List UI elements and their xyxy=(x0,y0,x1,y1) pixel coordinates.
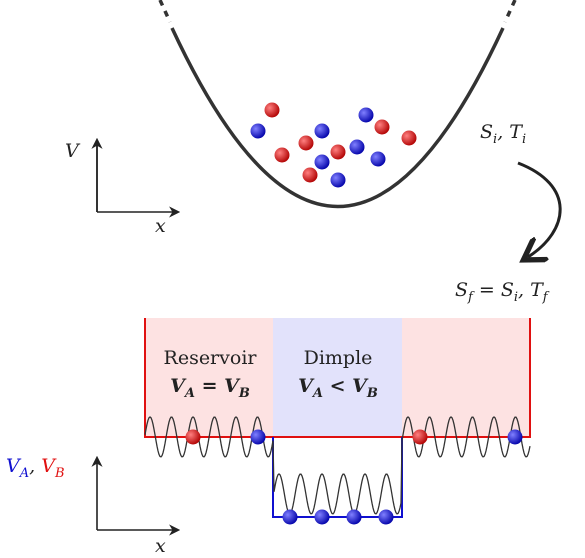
dimple-condition: VA < VB xyxy=(298,375,378,401)
t: i xyxy=(522,132,526,147)
atom xyxy=(282,509,298,525)
atom xyxy=(412,429,428,445)
atom xyxy=(250,123,266,139)
y-axis-label: VA, VB xyxy=(6,455,65,481)
t: , T xyxy=(518,279,544,301)
t: = S xyxy=(473,279,514,301)
atom xyxy=(374,119,390,135)
t: , T xyxy=(497,121,523,143)
t: V xyxy=(41,455,57,477)
harmonic-trap xyxy=(170,27,505,209)
dimple-region xyxy=(273,318,402,437)
t: A xyxy=(183,386,195,401)
atom xyxy=(250,429,266,445)
y-axis-label: V xyxy=(65,140,81,162)
atom xyxy=(507,429,523,445)
t: B xyxy=(54,466,65,481)
t: f xyxy=(542,290,550,305)
atom xyxy=(274,147,290,163)
t: B xyxy=(238,386,250,401)
atom xyxy=(401,130,417,146)
transition-arrow xyxy=(517,161,562,257)
x-axis-label: x xyxy=(155,535,166,557)
t: f xyxy=(467,290,475,305)
dimple-title: Dimple xyxy=(304,347,373,369)
atom xyxy=(358,107,374,123)
t: , xyxy=(29,455,41,477)
atom xyxy=(314,154,330,170)
atom xyxy=(302,167,318,183)
axes xyxy=(96,140,178,212)
atom-cloud xyxy=(250,102,417,188)
t: A xyxy=(311,386,323,401)
optical-lattice xyxy=(144,416,531,515)
trap-continuation xyxy=(158,0,517,23)
reservoir-condition: VA = VB xyxy=(170,375,250,401)
t: i xyxy=(514,290,518,305)
atom xyxy=(330,172,346,188)
final-state: Sf = Si, Tf xyxy=(455,279,550,305)
t: A xyxy=(19,466,29,481)
dimple-potential xyxy=(272,437,403,518)
t: B xyxy=(366,386,378,401)
atom xyxy=(330,144,346,160)
atom xyxy=(349,139,365,155)
t: = V xyxy=(195,375,241,397)
t: V xyxy=(298,375,315,397)
atom xyxy=(314,123,330,139)
atom xyxy=(264,102,280,118)
atom xyxy=(298,135,314,151)
t: S xyxy=(455,279,468,301)
atom xyxy=(370,151,386,167)
reservoir-title: Reservoir xyxy=(164,347,258,369)
atom xyxy=(378,509,394,525)
lattice-atoms xyxy=(185,429,523,525)
atom xyxy=(185,429,201,445)
t: i xyxy=(493,132,497,147)
t: S xyxy=(480,121,493,143)
t: < V xyxy=(323,375,369,397)
atom xyxy=(314,509,330,525)
atom xyxy=(346,509,362,525)
t: V xyxy=(170,375,187,397)
t: V xyxy=(6,455,22,477)
x-axis-label: x xyxy=(155,215,166,237)
initial-state: Si, Ti xyxy=(480,121,526,147)
reservoir-potential xyxy=(144,318,531,438)
